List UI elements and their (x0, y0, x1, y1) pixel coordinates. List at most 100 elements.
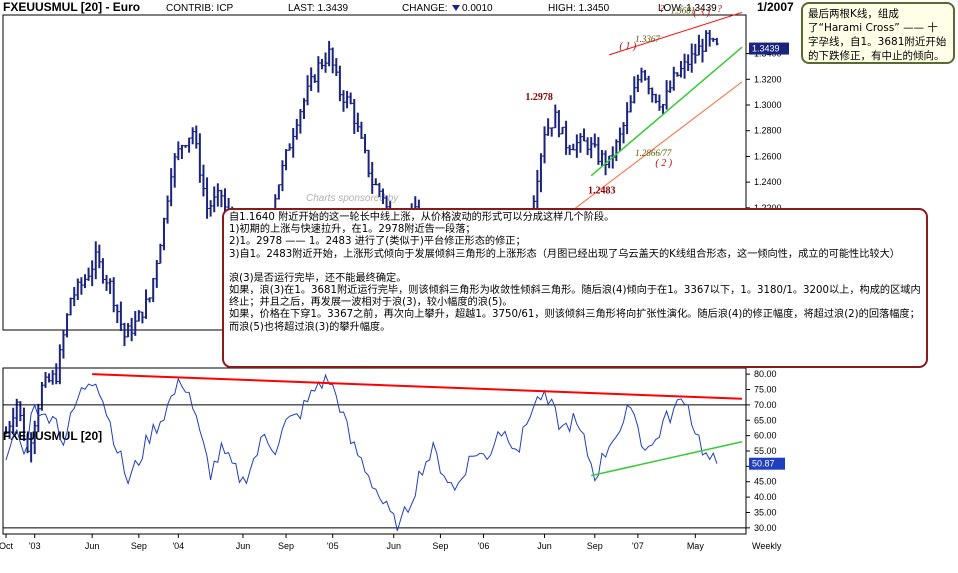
price-bar (298, 108, 303, 134)
price-bar (696, 34, 701, 56)
price-bar (635, 74, 640, 93)
price-bar (542, 126, 547, 164)
side-note-text: 最后两根K线，组成了“Harami Cross” —— 十字孕线，自1。3681… (808, 8, 947, 62)
price-bars-group (4, 30, 719, 463)
price-bar (535, 169, 540, 209)
price-bar (215, 183, 220, 207)
price-bar (108, 278, 113, 295)
price-bar (682, 53, 687, 79)
price-bar (693, 43, 698, 64)
osc-axis-label: 40.00 (754, 492, 777, 502)
price-bar (625, 102, 630, 135)
oscillator-reference-lines (3, 404, 746, 529)
price-bar (556, 110, 561, 138)
price-bar (140, 311, 145, 324)
price-bar (190, 127, 195, 145)
price-bar (39, 381, 44, 411)
price-bar (330, 47, 335, 74)
price-bar (560, 126, 565, 135)
price-bar (294, 118, 299, 140)
oscillator-line (5, 373, 718, 532)
time-axis-label: Jun (386, 541, 401, 551)
price-axis-label: 1.2200 (754, 203, 782, 213)
price-bar (36, 403, 41, 433)
osc-last-value-box (749, 457, 785, 470)
wave-annotation: ( 2 ) (655, 158, 672, 169)
price-bar (72, 287, 77, 307)
note-line-4: 3)自1。2483附近开始，上涨形式倾向于发展倾斜三角形的上涨形态（月图已经出现… (229, 248, 900, 260)
price-bar (553, 104, 558, 129)
price-bar (628, 95, 633, 113)
osc-axis-label: 70.00 (754, 400, 777, 410)
price-bar (151, 278, 156, 303)
price-bar (187, 137, 192, 153)
price-bar (79, 277, 84, 295)
price-bar (564, 120, 569, 155)
price-bar (133, 311, 138, 336)
price-bar (97, 244, 102, 269)
price-axis-label: 1.2400 (754, 177, 782, 187)
oscillator-axis: 80.0075.0070.0065.0060.0055.0050.0045.00… (746, 369, 785, 533)
price-bar (578, 133, 583, 153)
time-axis-label: Sep (587, 541, 603, 551)
price-bar (643, 69, 648, 81)
price-bar (632, 76, 637, 104)
price-bar (309, 67, 314, 91)
price-bar (47, 373, 52, 383)
time-axis-label: '05 (327, 541, 339, 551)
osc-last-value-label: 50.87 (752, 459, 775, 469)
price-bar (86, 267, 91, 281)
oscillator-trendlines (92, 373, 743, 477)
price-bar (183, 144, 188, 148)
question-mark: ? (659, 4, 664, 15)
price-axis-label: 1.3200 (754, 74, 782, 84)
time-axis-label: Sep (131, 541, 147, 551)
date-label: 1/2007 (757, 0, 794, 14)
price-bar (18, 401, 23, 422)
price-bar (373, 178, 378, 186)
level-annotation: 1.3367 (635, 34, 660, 44)
price-bar (57, 344, 62, 385)
price-bar (678, 61, 683, 78)
down-arrow-icon (452, 5, 460, 11)
change-value: 0.0010 (462, 3, 493, 14)
price-bar (147, 297, 152, 303)
wave-annotation: ( 3 ) (693, 8, 710, 19)
price-bar (370, 161, 375, 194)
lower-panel-frame (2, 367, 747, 535)
osc-axis-label: 80.00 (754, 369, 777, 379)
price-bar (316, 56, 321, 93)
price-bar (169, 168, 174, 207)
price-bar (363, 133, 368, 154)
price-bar (172, 153, 177, 188)
note-gap (229, 261, 921, 273)
level-annotation: 1.3681 (671, 5, 696, 15)
question-mark: ? (717, 4, 722, 15)
price-bar (319, 58, 324, 70)
price-bar (646, 75, 651, 95)
price-bar (668, 80, 673, 93)
price-bar (68, 297, 73, 316)
level-annotation: 1.2978 (525, 92, 553, 103)
price-bar (161, 217, 166, 251)
price-bar (671, 66, 676, 91)
symbol-title: FXEUUSMUL [20] - Euro (3, 0, 140, 14)
price-bar (574, 134, 579, 158)
time-axis-label: Weekly (752, 541, 782, 551)
note-line-5: 浪(3)是否运行完毕，还不能最终确定。 (229, 272, 407, 284)
note-line-6: 如果，浪(3)在1。3681附近运行完毕，则该倾斜三角形为收敛性倾斜三角形。随后… (229, 285, 921, 309)
price-bar (639, 67, 644, 83)
price-bar (582, 128, 587, 142)
last-label: LAST: 1.3439 (288, 3, 348, 14)
price-bar (90, 260, 95, 287)
price-bar (596, 137, 601, 165)
price-bar (538, 153, 543, 193)
level-annotation: 1.2866/77 (635, 148, 672, 158)
osc-axis-label: 60.00 (754, 431, 777, 441)
price-bar (165, 195, 170, 224)
osc-axis-label: 55.00 (754, 446, 777, 456)
watermark-text: Charts sponsored by (306, 193, 399, 204)
oscillator-line-group (5, 373, 718, 532)
time-axis-label: '03 (29, 541, 41, 551)
price-bar (136, 310, 141, 322)
